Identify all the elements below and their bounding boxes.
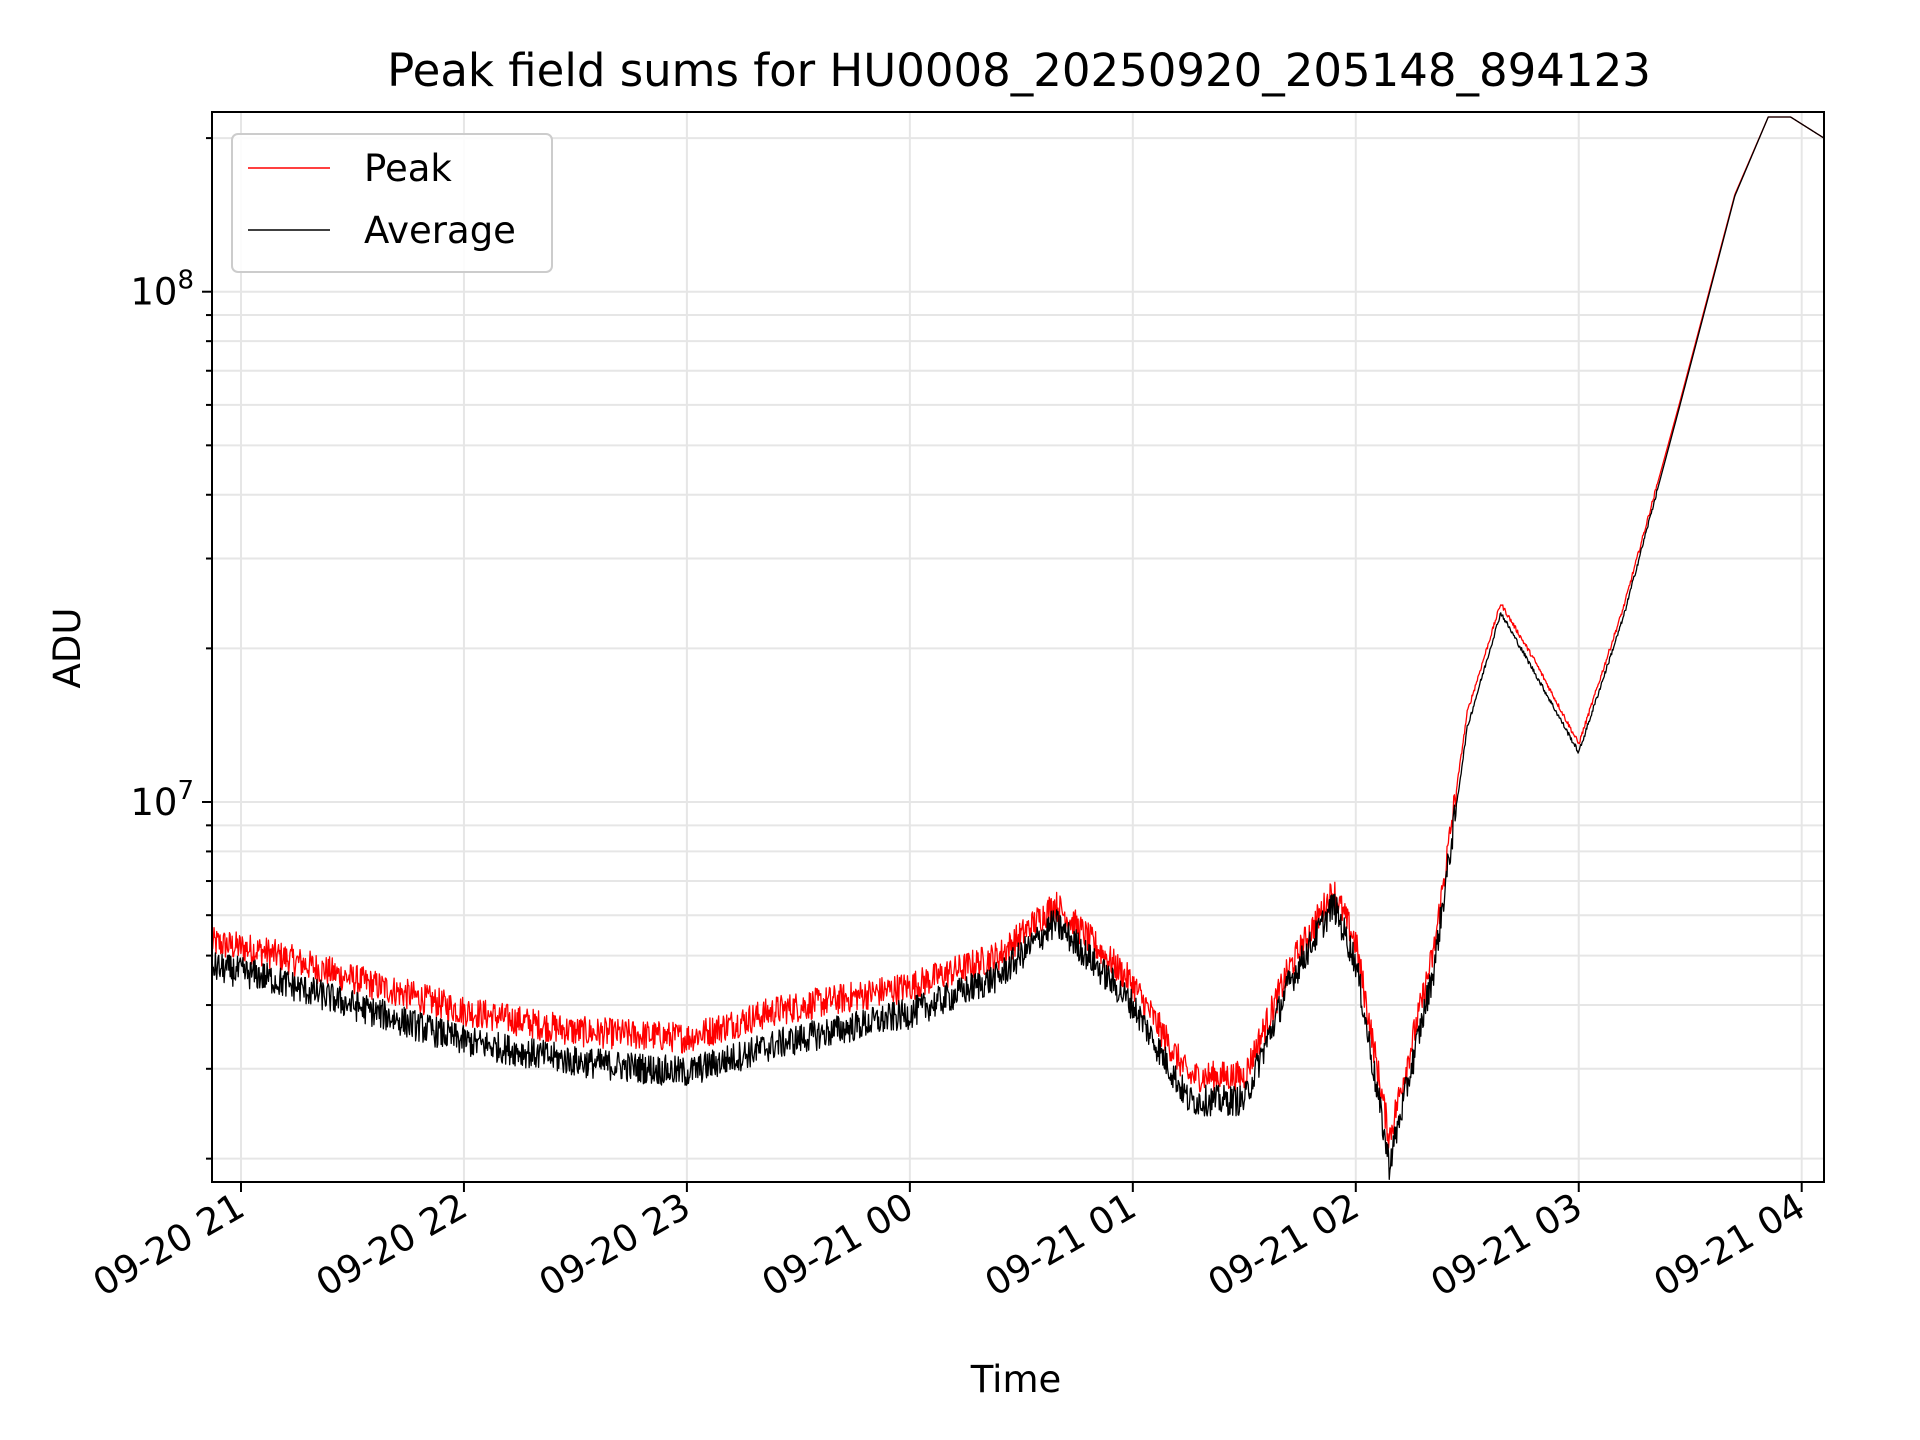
series-layer <box>211 116 1825 1180</box>
legend-average-label: Average <box>364 209 516 252</box>
y-tick-label-base: 10 <box>130 781 177 824</box>
y-tick-label: 108 <box>130 266 194 314</box>
y-tick-label-exp: 7 <box>177 776 194 806</box>
x-axis-label: Time <box>970 1358 1062 1401</box>
y-tick-label-exp: 8 <box>177 266 194 296</box>
plot-area-frame <box>211 111 1825 1183</box>
series-line-average <box>211 116 1825 1180</box>
y-axis-label: ADU <box>46 608 89 689</box>
chart-title: Peak field sums for HU0008_20250920_2051… <box>387 44 1651 97</box>
series-line-peak <box>211 116 1825 1149</box>
y-tick-label-base: 10 <box>130 271 177 314</box>
y-tick-label: 107 <box>130 776 194 824</box>
legend: Peak Average <box>231 133 553 273</box>
grid-layer <box>212 112 1824 1182</box>
legend-peak-label: Peak <box>364 147 452 190</box>
